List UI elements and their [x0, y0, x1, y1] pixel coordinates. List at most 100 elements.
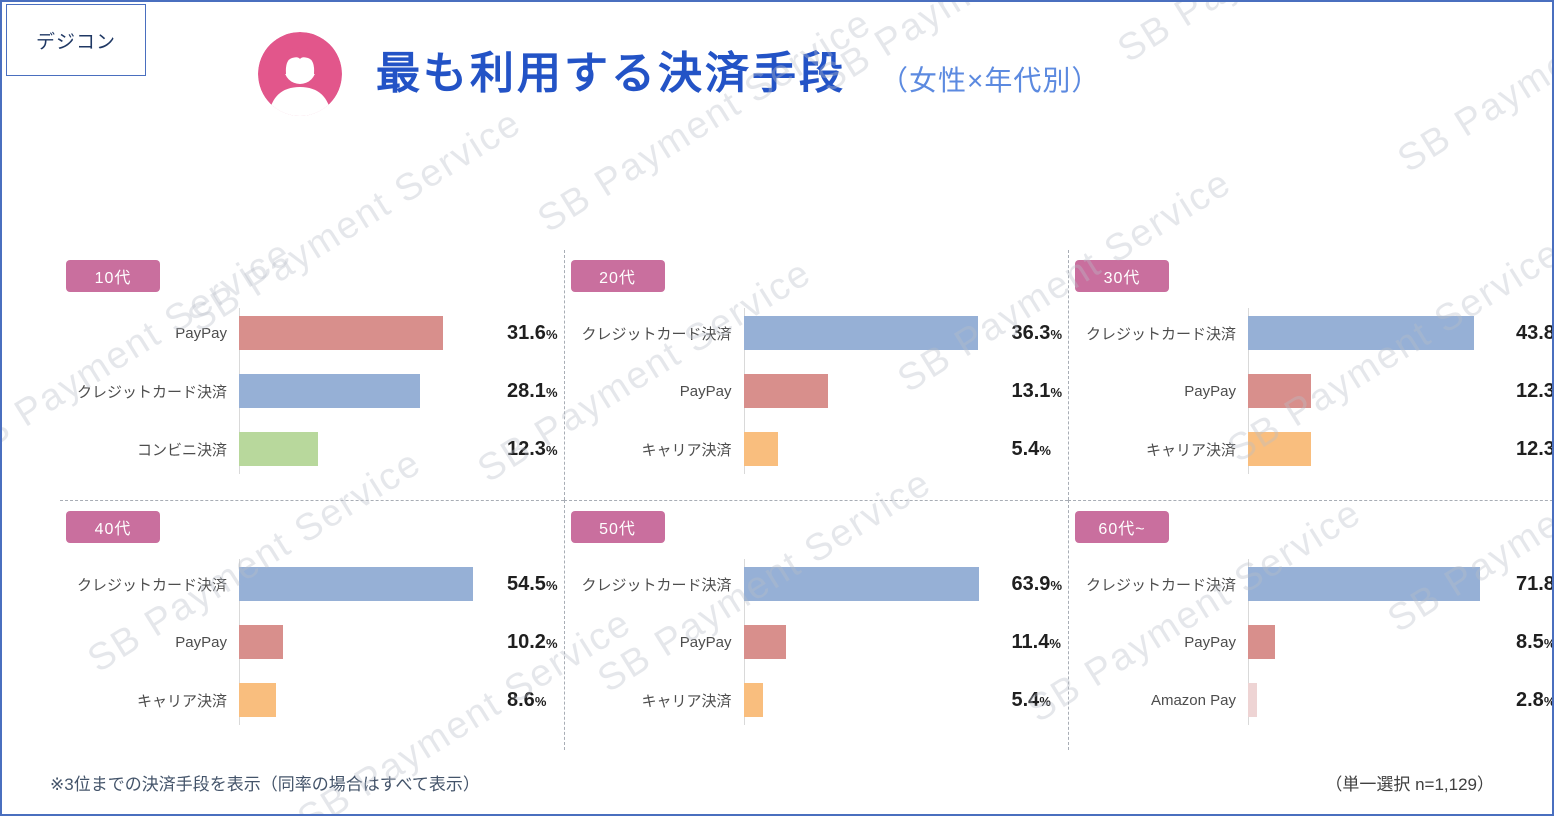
footnote-sample: （単一選択 n=1,129） — [1325, 775, 1494, 794]
bar-label: キャリア決済 — [136, 692, 227, 710]
bar-label: キャリア決済 — [641, 441, 732, 459]
age-badge: 10代 — [66, 260, 160, 292]
bar-label: PayPay — [1184, 633, 1236, 651]
chart-cell-20代: 20代クレジットカード決済 36.3% PayPay 13.1% キャリア決済 5.4% — [563, 250, 1069, 500]
bar-row: キャリア決済 8.6% — [64, 671, 558, 729]
bar-row: キャリア決済 12.3% — [1073, 420, 1554, 478]
bar-track — [1248, 316, 1506, 350]
chart-rows: クレジットカード決済 63.9% PayPay 11.4% キャリア決済 5.4% — [569, 555, 1063, 729]
charts-grid: 10代 PayPay 31.6% クレジットカード決済 28.1% コンビニ決済 12.3%… — [60, 250, 1552, 750]
bar-value: 43.8% — [1516, 321, 1554, 344]
bar — [239, 625, 283, 659]
chart-rows: クレジットカード決済 54.5% PayPay 10.2% キャリア決済 8.6% — [64, 555, 558, 729]
chart-rows: クレジットカード決済 71.8% PayPay 8.5% Amazon Pay 2.8% — [1073, 555, 1554, 729]
bar-track — [743, 316, 1002, 350]
age-badge: 20代 — [570, 260, 665, 292]
bar-value: 71.8% — [1516, 572, 1554, 595]
bar-track — [239, 683, 497, 717]
bar-row: クレジットカード決済 28.1% — [64, 362, 558, 420]
bar-row: キャリア決済 5.4% — [569, 671, 1063, 729]
chart-cell-60代~: 60代~ クレジットカード決済 71.8% PayPay 8.5% Amazon Pay 2… — [1068, 500, 1554, 750]
bar-track — [239, 432, 497, 466]
bar — [743, 567, 980, 601]
bar-label: クレジットカード決済 — [76, 576, 227, 594]
bar-label: PayPay — [175, 324, 227, 342]
bar-label: クレジットカード決済 — [1085, 325, 1236, 343]
chart-cell-10代: 10代 PayPay 31.6% クレジットカード決済 28.1% コンビニ決済 12.3% — [60, 250, 564, 500]
bar-track — [743, 567, 1002, 601]
chart-cell-40代: 40代 クレジットカード決済 54.5% PayPay 10.2% キャリア決済 8.6% — [60, 500, 564, 750]
age-badge: 40代 — [66, 511, 160, 543]
chart-rows: クレジットカード決済 36.3% PayPay 13.1% キャリア決済 5.4% — [569, 304, 1063, 478]
bar — [239, 316, 443, 350]
bar-label: コンビニ決済 — [136, 441, 227, 459]
bar-track — [239, 374, 497, 408]
bar-track — [239, 316, 497, 350]
bar-track — [239, 625, 497, 659]
bar-row: クレジットカード決済 43.8% — [1073, 304, 1554, 362]
bar — [743, 316, 978, 350]
bar-value: 12.3% — [1516, 437, 1554, 460]
bar-track — [1248, 625, 1506, 659]
bar — [239, 374, 421, 408]
bar-value: 8.5% — [1516, 630, 1552, 653]
bar-label: クレジットカード決済 — [1085, 576, 1236, 594]
chart-rows: クレジットカード決済 43.8% PayPay 12.3% キャリア決済 12.3% — [1073, 304, 1554, 478]
bar-row: クレジットカード決済 54.5% — [64, 555, 558, 613]
bar-value: 11.4% — [1011, 630, 1061, 653]
corner-label-box: デジコン — [6, 4, 146, 76]
bar-row: PayPay 11.4% — [569, 613, 1063, 671]
bar — [239, 683, 276, 717]
bar-row: クレジットカード決済 63.9% — [569, 555, 1062, 613]
bar-track — [1248, 683, 1506, 717]
bar-row: PayPay 8.5% — [1073, 613, 1552, 671]
bar — [1248, 625, 1276, 659]
bar-label: クレジットカード決済 — [76, 383, 227, 401]
watermark-text: SB Payment Service — [1111, 2, 1460, 72]
bar-value: 5.4% — [1011, 437, 1051, 460]
bar-track — [1248, 374, 1506, 408]
bar-value: 5.4% — [1011, 688, 1051, 711]
bar-value: 28.1% — [507, 379, 558, 402]
bar-value: 12.3% — [507, 437, 558, 460]
bar — [239, 567, 474, 601]
bar-value: 2.8% — [1516, 688, 1552, 711]
bar-label: PayPay — [679, 382, 732, 400]
chart-rows: PayPay 31.6% クレジットカード決済 28.1% コンビニ決済 12.3% — [64, 304, 558, 478]
bar-label: PayPay — [175, 633, 227, 651]
bar-track — [743, 683, 1002, 717]
bar-row: クレジットカード決済 36.3% — [569, 304, 1063, 362]
bar-label: キャリア決済 — [1145, 441, 1236, 459]
bar — [743, 683, 764, 717]
bar — [239, 432, 319, 466]
bar — [1248, 683, 1258, 717]
bar-value: 31.6% — [507, 321, 558, 344]
bar-track — [1248, 567, 1506, 601]
bar-row: クレジットカード決済 71.8% — [1073, 555, 1554, 613]
bar-value: 54.5% — [507, 572, 558, 595]
bar-row: PayPay 13.1% — [569, 362, 1062, 420]
bar-row: PayPay 12.3% — [1073, 362, 1552, 420]
bar-track — [1248, 432, 1506, 466]
page-title: 最も利用する決済手段 — [376, 49, 846, 98]
page-subtitle: （女性×年代別） — [880, 65, 1101, 96]
bar — [1248, 316, 1474, 350]
bar-label: クレジットカード決済 — [581, 576, 732, 594]
bar — [743, 432, 779, 466]
bar-track — [239, 567, 497, 601]
bar — [1248, 432, 1312, 466]
bar-label: キャリア決済 — [641, 692, 732, 710]
bar-row: キャリア決済 5.4% — [569, 420, 1063, 478]
bar-label: Amazon Pay — [1150, 691, 1236, 709]
watermark-text: SB Payment Service — [1390, 2, 1552, 181]
bar-label: PayPay — [679, 633, 732, 651]
bar — [743, 374, 828, 408]
age-badge: 60代~ — [1075, 511, 1169, 543]
bar-value: 36.3% — [1011, 321, 1063, 344]
bar — [743, 625, 786, 659]
bar-track — [743, 432, 1002, 466]
age-badge: 30代 — [1075, 260, 1169, 292]
bar-row: Amazon Pay 2.8% — [1073, 671, 1552, 729]
